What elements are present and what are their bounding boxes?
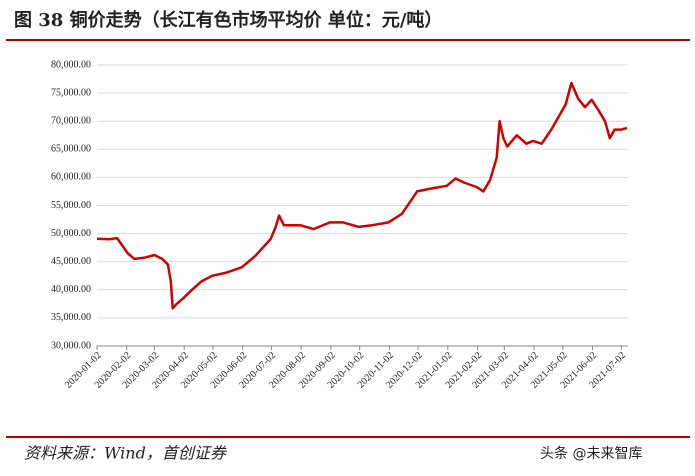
y-tick-label: 55,000.00 <box>51 200 91 211</box>
y-tick-label: 70,000.00 <box>51 115 91 126</box>
price-line <box>96 81 628 310</box>
y-tick-label: 40,000.00 <box>51 284 91 295</box>
y-tick-label: 75,000.00 <box>51 87 91 98</box>
y-tick-label: 60,000.00 <box>51 172 91 183</box>
watermark: 头条 @未来智库 <box>540 445 642 462</box>
y-tick-label: 65,000.00 <box>51 144 91 155</box>
y-tick-label: 50,000.00 <box>51 228 91 239</box>
y-tick-label: 80,000.00 <box>51 59 91 70</box>
y-tick-label: 30,000.00 <box>51 340 91 351</box>
source: 资料来源：Wind，首创证券 <box>24 444 228 463</box>
y-tick-label: 45,000.00 <box>51 256 91 267</box>
y-tick-label: 35,000.00 <box>51 312 91 323</box>
chart-title: 图 38 铜价走势（长江有色市场平均价 单位：元/吨） <box>14 9 442 31</box>
